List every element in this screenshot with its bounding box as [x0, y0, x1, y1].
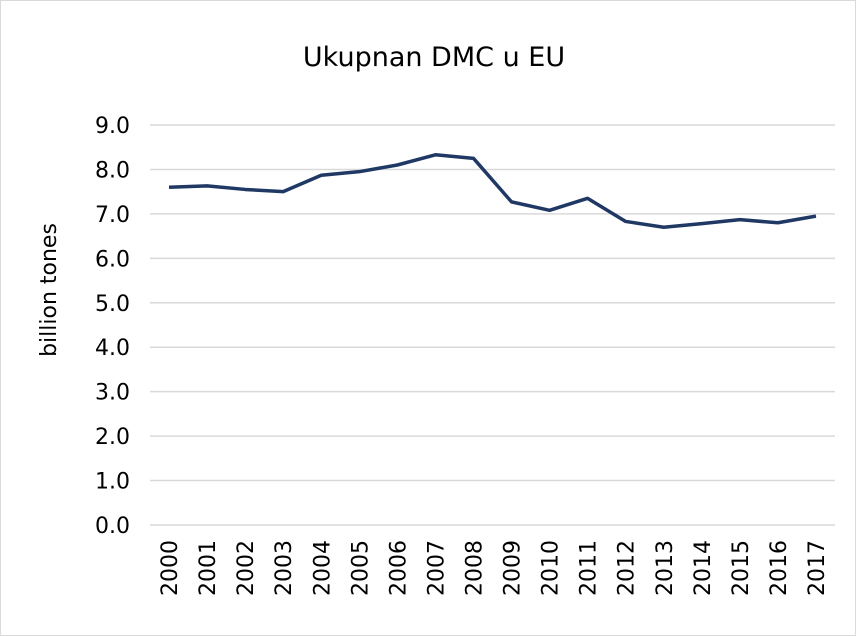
x-tick-label: 2004: [310, 540, 335, 596]
x-tick-label: 2007: [424, 540, 449, 596]
x-tick-label: 2017: [805, 540, 830, 596]
y-tick-label: 6.0: [95, 247, 130, 272]
x-tick-label: 2001: [196, 540, 221, 596]
y-tick-label: 8.0: [95, 158, 130, 183]
y-tick-label: 9.0: [95, 114, 130, 139]
x-tick-label: 2016: [767, 540, 792, 596]
y-tick-label: 4.0: [95, 336, 130, 361]
x-tick-label: 2011: [577, 540, 602, 596]
x-tick-label: 2015: [729, 540, 754, 596]
y-tick-label: 1.0: [95, 470, 130, 495]
x-tick-label: 2012: [615, 540, 640, 596]
x-tick-label: 2008: [462, 540, 487, 596]
y-tick-label: 2.0: [95, 425, 130, 450]
x-tick-label: 2000: [158, 540, 183, 596]
x-tick-label: 2002: [234, 540, 259, 596]
x-tick-label: 2003: [272, 540, 297, 596]
x-tick-label: 2006: [386, 540, 411, 596]
chart-title: Ukupnan DMC u EU: [303, 42, 565, 73]
y-axis-label: billion tones: [37, 223, 62, 357]
x-tick-label: 2014: [691, 540, 716, 596]
x-tick-label: 2005: [348, 540, 373, 596]
data-line: [168, 153, 817, 229]
x-tick-label: 2010: [539, 540, 564, 596]
y-tick-label: 5.0: [95, 292, 130, 317]
x-tick-label: 2013: [653, 540, 678, 596]
x-tick-label: 2009: [501, 540, 526, 596]
y-tick-label: 7.0: [95, 203, 130, 228]
y-tick-label: 3.0: [95, 381, 130, 406]
y-tick-label: 0.0: [95, 514, 130, 539]
